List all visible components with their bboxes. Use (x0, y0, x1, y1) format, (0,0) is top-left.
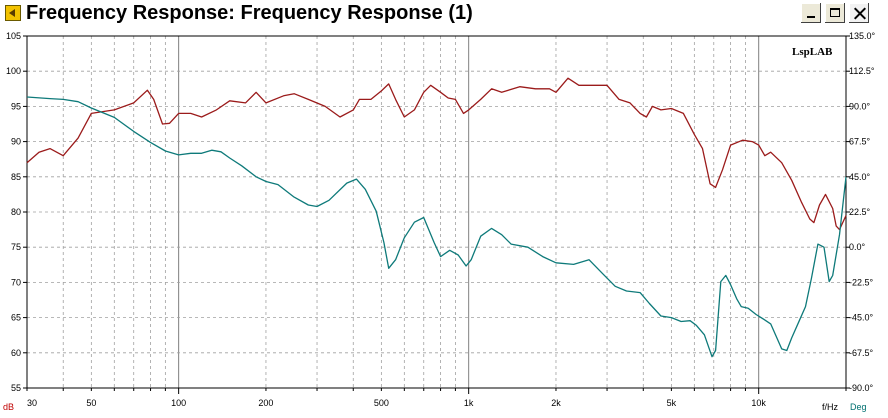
phase-curve (26, 96, 847, 358)
frequency-response-chart: 55 60 65 70 75 80 85 90 95 100 105 135.0° 112.5° 90.… (0, 28, 888, 418)
right-tick-label: -22.5° (849, 277, 874, 287)
x-tick-label: 500 (374, 398, 389, 408)
series-layer (26, 77, 847, 358)
right-tick-label: 67.5° (849, 137, 871, 147)
close-icon (849, 3, 869, 23)
left-tick-label: 80 (11, 207, 21, 217)
left-tick-label: 85 (11, 172, 21, 182)
x-tick-label: 1k (464, 398, 474, 408)
x-tick-label: 10k (751, 398, 766, 408)
grid-lines (27, 36, 846, 388)
x-tick-label: 100 (171, 398, 186, 408)
x-tick-label: 50 (86, 398, 96, 408)
right-tick-label: 22.5° (849, 207, 871, 217)
x-tick-label: 2k (551, 398, 561, 408)
right-tick-label: 90.0° (849, 101, 871, 111)
right-tick-label: -67.5° (849, 348, 874, 358)
brand-label: LspLAB (792, 46, 833, 58)
left-tick-label: 105 (6, 31, 21, 41)
close-button[interactable] (848, 2, 870, 24)
left-tick-label: 65 (11, 313, 21, 323)
title-bar[interactable]: Frequency Response: Frequency Response (… (0, 0, 888, 28)
window-title: Frequency Response: Frequency Response (… (26, 2, 473, 24)
right-tick-label: -45.0° (849, 313, 874, 323)
left-axis-ticks: 55 60 65 70 75 80 85 90 95 100 105 (6, 31, 27, 393)
left-tick-label: 70 (11, 277, 21, 287)
right-tick-label: 135.0° (849, 31, 876, 41)
x-axis-ticks: 30 50 100 200 500 1k 2k 5k 10k (26, 388, 847, 408)
maximize-icon (825, 3, 845, 23)
x-tick-label: 5k (667, 398, 677, 408)
x-tick-label: 200 (258, 398, 273, 408)
x-unit-label: f/Hz (822, 402, 839, 412)
speaker-app-icon (5, 5, 21, 21)
chart-svg: 55 60 65 70 75 80 85 90 95 100 105 135.0° 112.5° 90.… (3, 31, 876, 412)
right-unit-label: Deg (850, 402, 867, 412)
left-tick-label: 100 (6, 66, 21, 76)
left-tick-label: 60 (11, 348, 21, 358)
left-tick-label: 75 (11, 242, 21, 252)
maximize-button[interactable] (824, 2, 846, 24)
left-tick-label: 95 (11, 101, 21, 111)
right-tick-label: -90.0° (849, 383, 874, 393)
right-tick-label: 45.0° (849, 172, 871, 182)
right-tick-label: 112.5° (849, 66, 875, 76)
left-tick-label: 55 (11, 383, 21, 393)
magnitude-curve (26, 77, 847, 231)
minimize-icon (801, 3, 821, 23)
right-axis-ticks: 135.0° 112.5° 90.0° 67.5° 45.0° 22.5° 0.0° -22.… (846, 31, 876, 393)
left-tick-label: 90 (11, 137, 21, 147)
minimize-button[interactable] (800, 2, 822, 24)
left-unit-label: dB (3, 402, 14, 412)
right-tick-label: 0.0° (849, 242, 866, 252)
x-tick-label: 30 (27, 398, 37, 408)
